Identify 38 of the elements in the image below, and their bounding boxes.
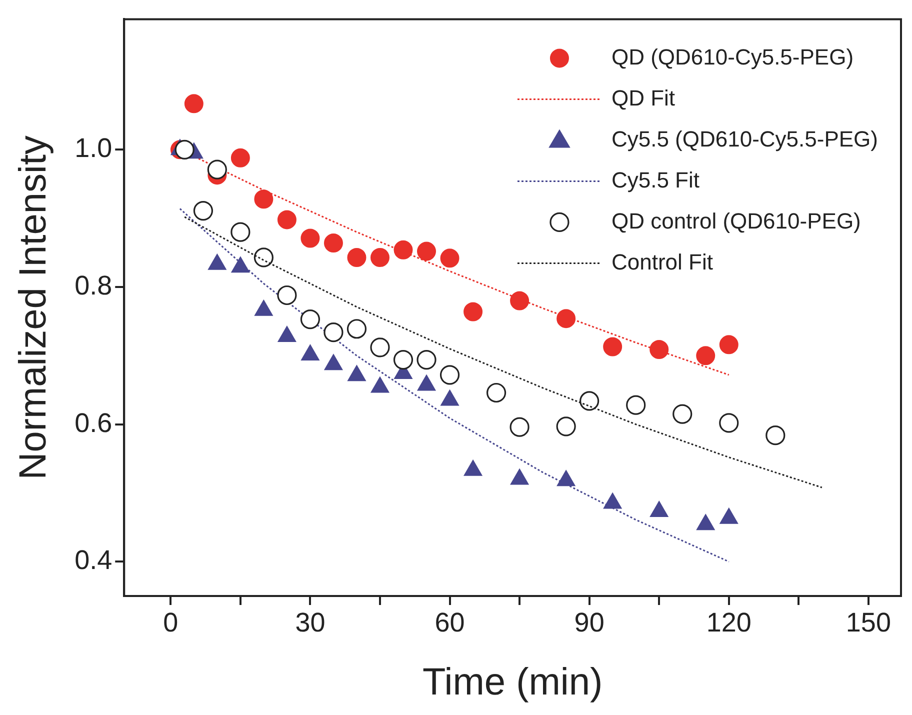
legend-label: QD Fit xyxy=(611,85,676,110)
legend-label: Cy5.5 (QD610-Cy5.5-PEG) xyxy=(611,126,878,152)
point xyxy=(207,160,227,180)
y-tick-label: 0.6 xyxy=(74,408,112,438)
point xyxy=(184,94,204,114)
point xyxy=(464,302,483,322)
point xyxy=(696,346,716,366)
x-tick-label: 120 xyxy=(706,608,752,638)
point xyxy=(394,240,413,260)
y-tick-label: 0.8 xyxy=(74,270,112,300)
point xyxy=(300,228,320,248)
point xyxy=(510,291,530,310)
point xyxy=(277,210,296,230)
point xyxy=(417,242,436,261)
y-tick-label: 1.0 xyxy=(74,133,112,164)
x-tick-label: 0 xyxy=(163,608,178,638)
y-tick-label: 0.4 xyxy=(74,545,112,576)
legend-label: QD (QD610-Cy5.5-PEG) xyxy=(611,44,854,70)
legend-label: Cy5.5 Fit xyxy=(611,167,700,192)
legend-label: Control Fit xyxy=(611,249,713,274)
point xyxy=(719,335,738,354)
point xyxy=(650,340,669,359)
point xyxy=(603,337,622,356)
y-axis-title: Normalized Intensity xyxy=(12,135,54,480)
point xyxy=(324,234,343,253)
point xyxy=(174,140,194,160)
legend-label: QD control (QD610-PEG) xyxy=(611,208,861,234)
x-tick-label: 90 xyxy=(574,608,604,638)
x-tick-label: 60 xyxy=(434,608,465,638)
point xyxy=(230,148,250,168)
x-axis-title: Time (min) xyxy=(422,662,603,704)
x-tick-label: 150 xyxy=(846,608,891,638)
x-tick-label: 30 xyxy=(295,608,326,638)
point xyxy=(254,190,274,209)
point xyxy=(440,248,460,268)
point xyxy=(347,248,366,267)
point xyxy=(370,248,390,267)
point xyxy=(556,309,576,328)
